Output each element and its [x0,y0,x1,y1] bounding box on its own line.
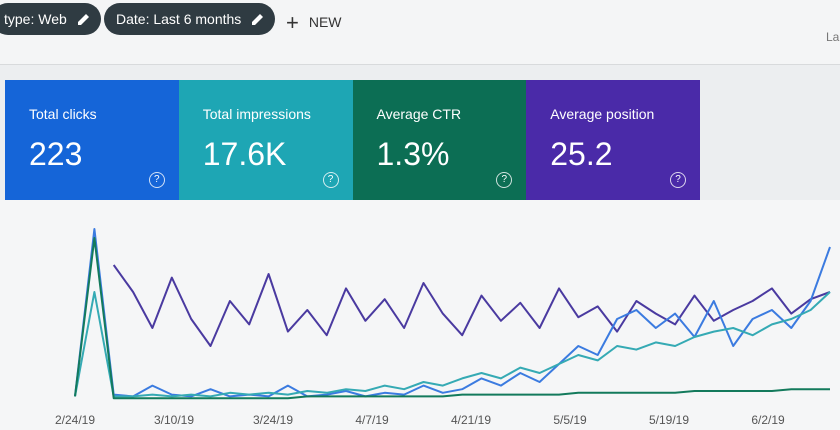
help-icon: ? [322,172,339,188]
x-tick-label: 6/2/19 [751,413,785,427]
metric-label: Average CTR [376,106,462,122]
x-tick-label: 3/10/19 [154,413,194,427]
series-line [74,237,830,400]
x-tick-label: 4/7/19 [355,413,389,427]
metric-card[interactable]: Total impressions 17.6K? [178,80,353,200]
help-icon: ? [670,172,686,188]
filter-chip[interactable]: Date: Last 6 months [104,3,276,35]
metric-card[interactable]: Total clicks 223? [5,80,179,200]
metric-value: 223 [29,136,83,172]
help-icon: ? [148,172,165,188]
series-line [74,228,831,398]
metric-card[interactable]: Average CTR 1.3%? [352,80,527,200]
metric-label: Total clicks [29,106,97,122]
metric-label: Average position [550,106,655,122]
filter-label: type: Web [4,11,67,27]
filter-chip[interactable]: type: Web [0,3,101,35]
metric-label: Total impressions [202,106,311,122]
metric-cards: Total clicks 223? Total impressions 17.6K? A… [5,80,700,200]
x-tick-label: 5/5/19 [553,413,587,427]
new-label: NEW [308,14,342,30]
help-icon: ? [496,172,513,188]
new-button[interactable]: + NEW [286,10,342,35]
filter-label: Date: Last 6 months [116,11,242,27]
metric-card[interactable]: Average position 25.2? [526,80,700,200]
truncated-text: La [826,30,840,44]
x-tick-label: 5/19/19 [649,413,689,427]
toolbar: type: Web Date: Last 6 months + NEW La [0,0,840,65]
performance-chart: 2/24/19 3/10/19 3/24/19 4/7/19 4/21/19 5/5/19… [0,200,840,430]
x-tick-label: 2/24/19 [55,413,95,427]
metric-value: 25.2 [550,136,613,172]
x-tick-label: 3/24/19 [253,413,293,427]
metric-value: 1.3% [376,136,450,172]
series-line [74,291,831,398]
metric-value: 17.6K [202,136,287,172]
series-line [112,264,831,347]
x-tick-label: 4/21/19 [451,413,491,427]
